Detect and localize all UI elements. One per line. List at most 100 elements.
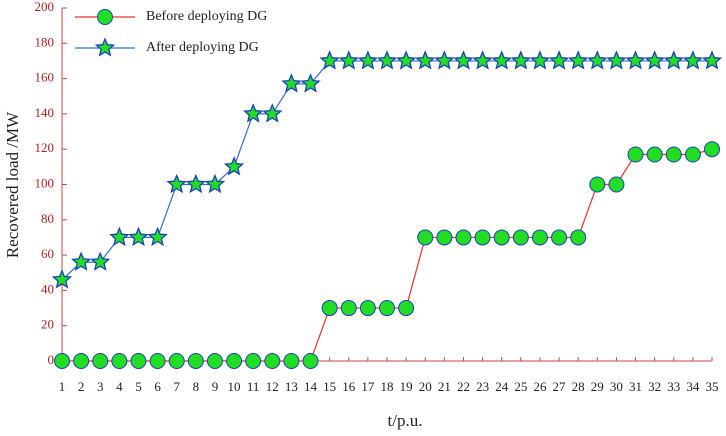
star-marker <box>357 50 379 70</box>
circle-marker <box>359 300 376 317</box>
y-tick-label: 180 <box>35 34 55 49</box>
x-tick-label: 4 <box>116 379 123 394</box>
star-marker <box>185 173 206 194</box>
star-marker <box>472 50 493 70</box>
star-marker <box>204 173 226 194</box>
circle-marker <box>206 353 223 369</box>
x-tick-label: 26 <box>533 379 547 394</box>
x-tick-label: 9 <box>212 379 219 394</box>
star-marker <box>94 37 116 57</box>
circle-marker <box>512 229 529 246</box>
star-marker <box>262 103 283 123</box>
circle-marker <box>97 9 113 25</box>
x-tick-label: 16 <box>342 379 356 394</box>
circle-marker <box>321 300 338 317</box>
star-marker <box>70 251 92 271</box>
x-tick-label: 7 <box>173 379 180 394</box>
circle-marker <box>283 353 300 369</box>
circle-marker <box>302 353 319 369</box>
circle-marker <box>226 353 243 369</box>
circle-marker <box>608 176 625 193</box>
y-tick-label: 100 <box>35 175 55 190</box>
star-marker <box>166 173 187 194</box>
circle-marker <box>493 229 510 246</box>
circle-marker <box>379 300 395 317</box>
star-marker <box>491 50 512 70</box>
star-marker <box>567 50 589 70</box>
star-marker <box>51 269 73 289</box>
x-tick-label: 33 <box>667 379 680 394</box>
star-marker <box>300 73 321 93</box>
y-tick-label: 20 <box>41 317 54 332</box>
x-tick-label: 12 <box>266 379 279 394</box>
star-marker <box>223 156 245 176</box>
star-marker <box>376 50 398 70</box>
x-tick-label: 28 <box>572 379 585 394</box>
circle-marker <box>531 229 548 246</box>
star-marker <box>338 50 359 70</box>
x-tick-label: 11 <box>247 379 260 394</box>
star-marker <box>548 50 570 70</box>
x-tick-label: 15 <box>323 379 336 394</box>
x-tick-label: 1 <box>59 379 66 394</box>
x-tick-label: 2 <box>78 379 85 394</box>
circle-marker <box>92 353 109 369</box>
circle-marker <box>54 353 70 369</box>
x-tick-label: 8 <box>193 379 200 394</box>
x-tick-label: 29 <box>591 379 604 394</box>
circle-marker <box>340 300 357 317</box>
x-tick-label: 5 <box>135 379 142 394</box>
circle-marker <box>149 353 166 369</box>
circle-marker <box>436 229 453 246</box>
circle-marker <box>264 353 281 369</box>
x-tick-label: 22 <box>457 379 470 394</box>
circle-marker <box>455 229 472 246</box>
star-marker <box>682 50 704 70</box>
x-tick-label: 34 <box>686 379 700 394</box>
x-tick-label: 14 <box>304 379 318 394</box>
star-marker <box>147 226 168 247</box>
y-tick-label: 160 <box>35 70 55 85</box>
x-tick-label: 3 <box>97 379 104 394</box>
star-marker <box>587 50 608 70</box>
y-tick-label: 80 <box>41 211 54 226</box>
x-tick-label: 6 <box>154 379 161 394</box>
x-tick-label: 18 <box>381 379 394 394</box>
y-tick-label: 140 <box>35 105 55 120</box>
x-tick-label: 32 <box>648 379 661 394</box>
circle-marker <box>704 141 720 158</box>
x-tick-label: 31 <box>629 379 642 394</box>
circle-marker <box>398 300 415 317</box>
circle-marker <box>627 146 644 163</box>
circle-marker <box>245 353 262 369</box>
x-tick-label: 25 <box>514 379 527 394</box>
x-tick-label: 23 <box>476 379 489 394</box>
x-tick-label: 35 <box>706 379 719 394</box>
star-marker <box>453 50 474 70</box>
x-axis-label: t/p.u. <box>388 411 423 430</box>
x-tick-label: 24 <box>495 379 509 394</box>
y-tick-label: 0 <box>48 352 55 367</box>
circle-marker <box>111 353 128 369</box>
star-marker <box>90 251 111 271</box>
circle-marker <box>684 146 701 163</box>
y-axis-label: Recovered load /MW <box>3 111 22 258</box>
y-tick-label: 40 <box>41 281 54 296</box>
y-tick-label: 60 <box>41 246 54 261</box>
circle-marker <box>589 176 606 193</box>
star-marker <box>109 226 130 247</box>
circle-marker <box>665 146 682 163</box>
x-tick-label: 21 <box>438 379 451 394</box>
x-tick-label: 10 <box>228 379 241 394</box>
circle-marker <box>646 146 663 163</box>
circle-marker <box>570 229 587 246</box>
star-marker <box>281 73 302 93</box>
legend-label: Before deploying DG <box>146 9 267 24</box>
y-tick-label: 200 <box>35 0 55 14</box>
star-marker <box>415 50 436 70</box>
y-tick-label: 120 <box>35 140 55 155</box>
star-marker <box>243 103 264 123</box>
circle-marker <box>551 229 568 246</box>
x-tick-label: 13 <box>285 379 298 394</box>
